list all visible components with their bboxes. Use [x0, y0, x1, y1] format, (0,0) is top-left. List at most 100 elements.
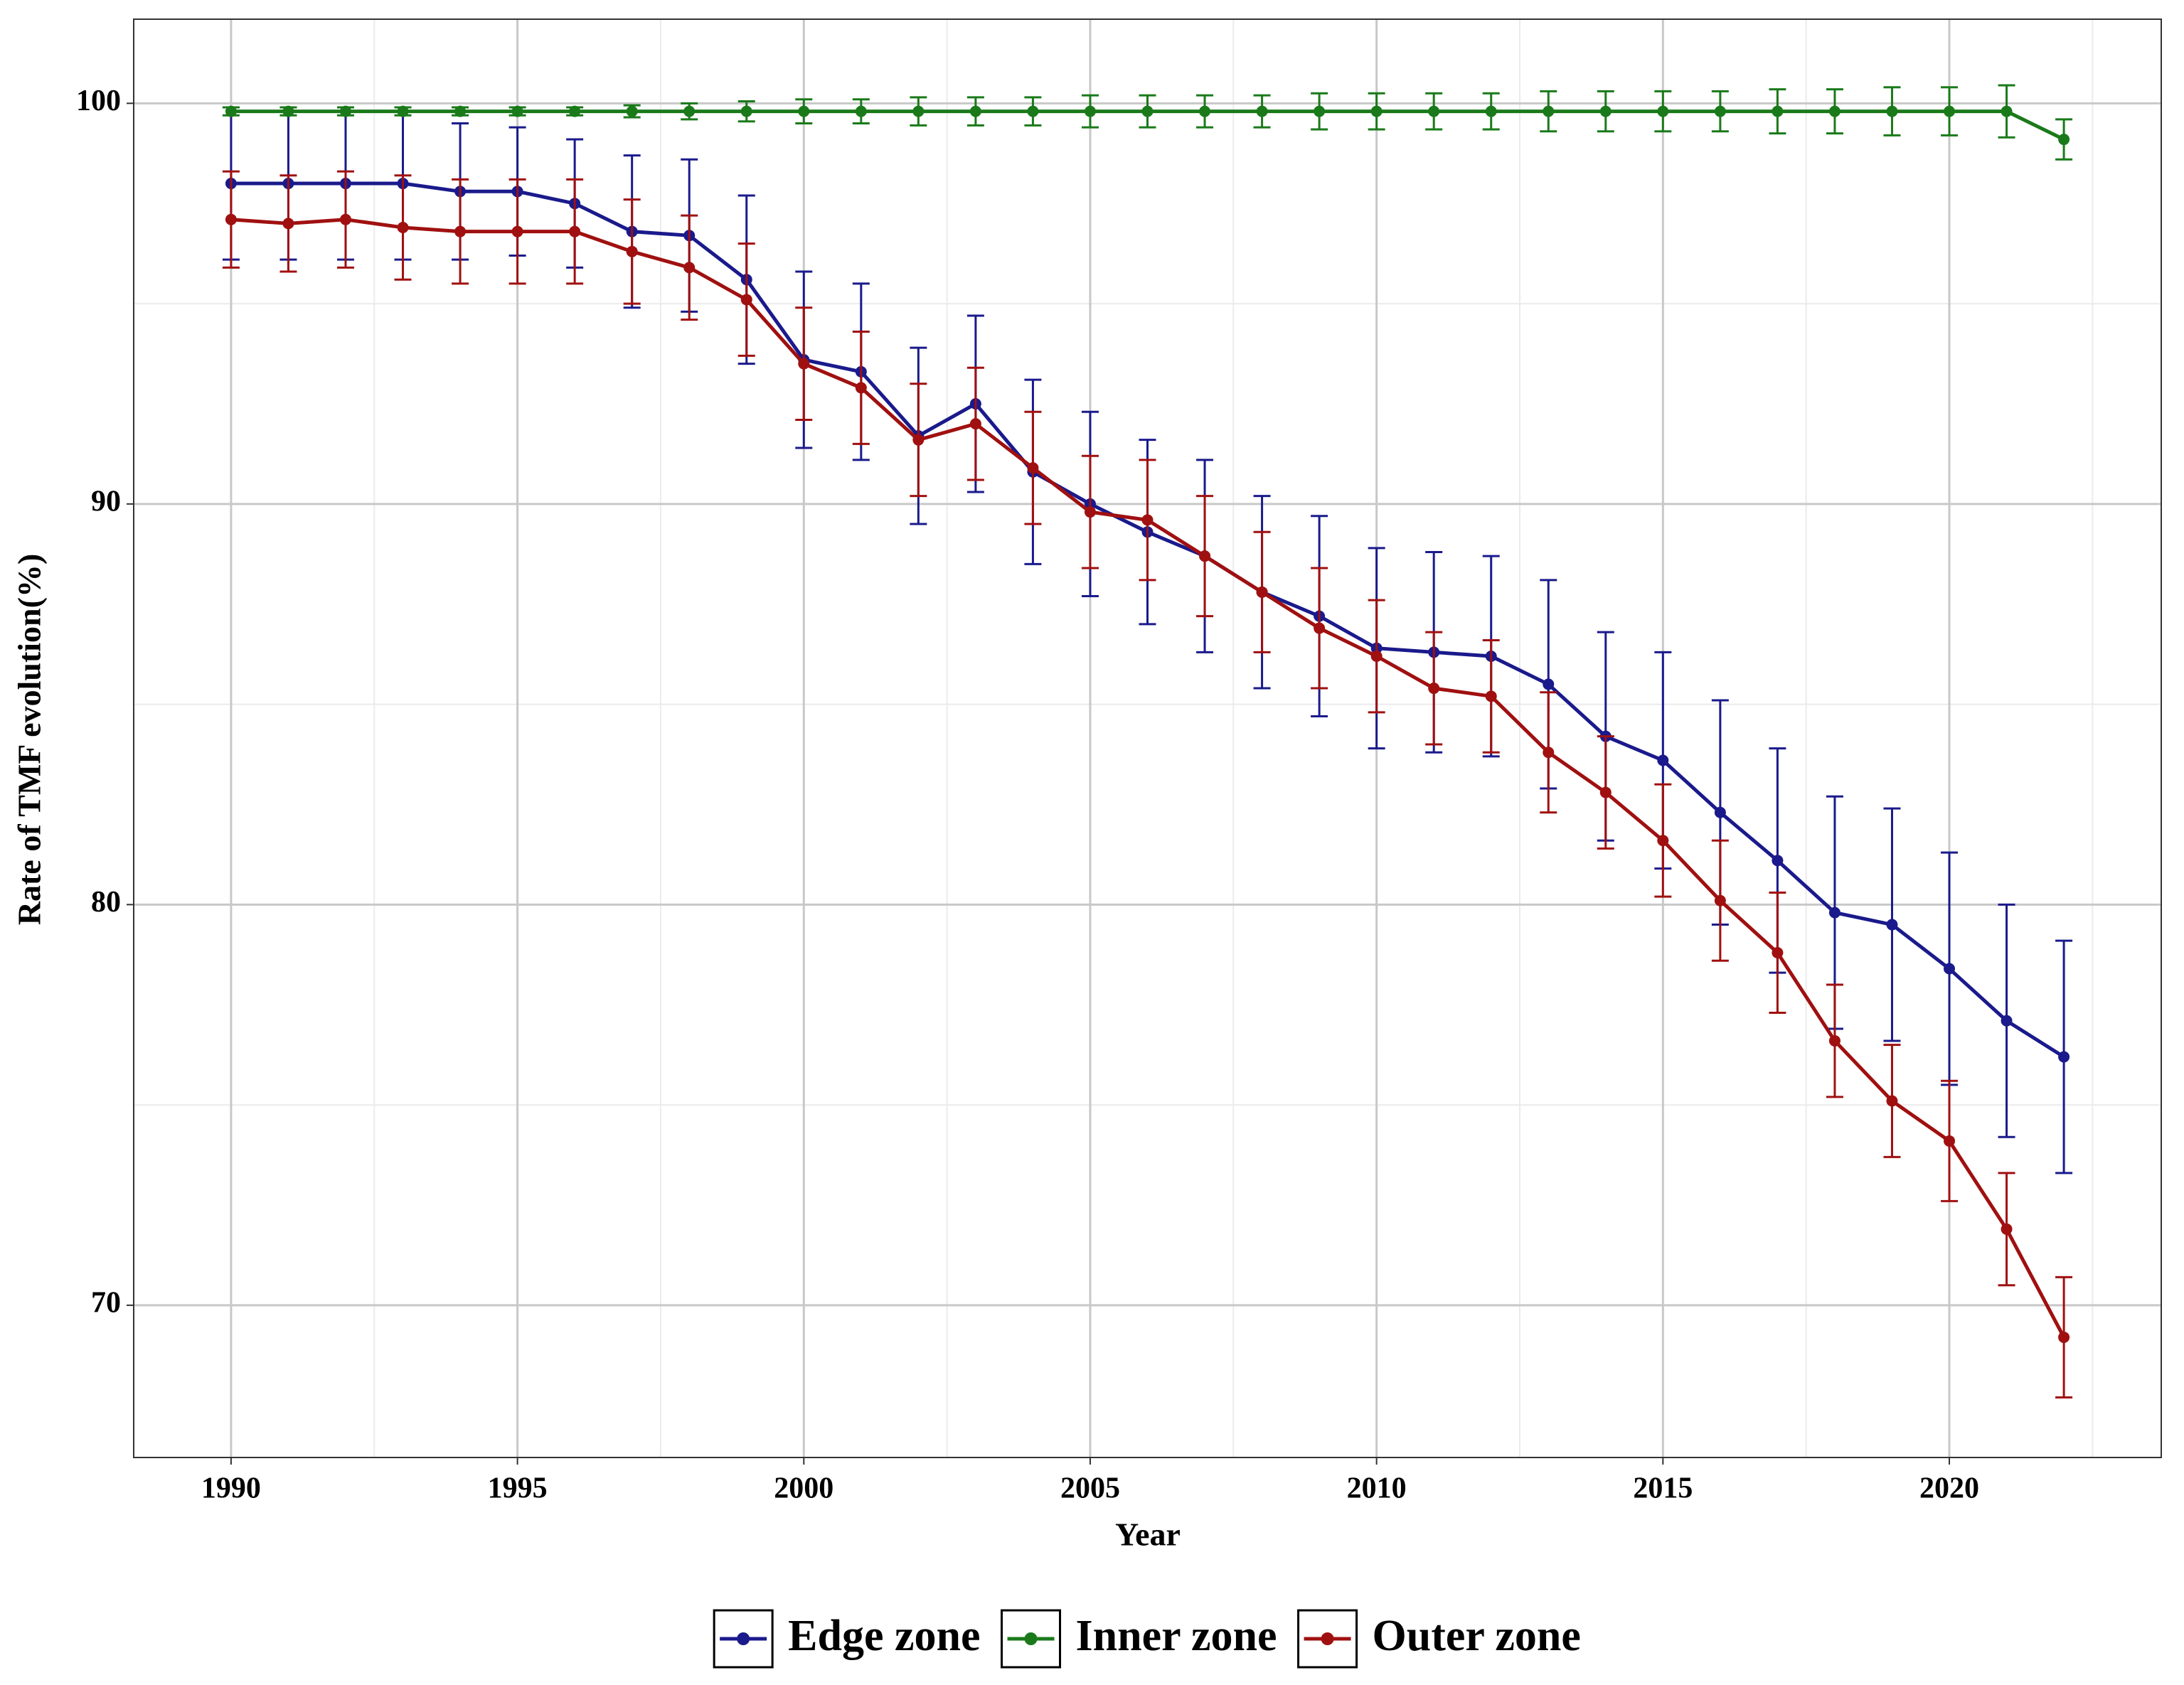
point — [2001, 1223, 2013, 1235]
point — [1370, 650, 1383, 662]
point — [912, 105, 925, 117]
point — [454, 225, 467, 237]
legend-label: Outer zone — [1373, 1612, 1581, 1660]
y-tick-label: 70 — [91, 1287, 121, 1320]
x-tick-label: 2010 — [1347, 1472, 1407, 1505]
point — [740, 105, 752, 117]
point — [1772, 946, 1784, 958]
point — [2058, 134, 2070, 146]
point — [1944, 105, 1956, 117]
x-tick-label: 2020 — [1919, 1472, 1979, 1505]
point — [1944, 1135, 1956, 1147]
point — [683, 105, 696, 117]
point — [798, 358, 810, 370]
point — [1256, 105, 1268, 117]
point — [798, 105, 810, 117]
x-tick-label: 1990 — [201, 1472, 261, 1505]
legend-item: Edge zone — [713, 1609, 981, 1669]
point — [282, 218, 294, 230]
y-tick-label: 90 — [91, 485, 121, 518]
legend-key-point — [737, 1632, 750, 1645]
point — [339, 105, 351, 117]
point — [1256, 586, 1268, 598]
point — [1141, 514, 1154, 526]
point — [1714, 894, 1726, 906]
point — [511, 225, 523, 237]
point — [1428, 683, 1440, 695]
point — [1828, 1034, 1841, 1047]
legend-item: Outer zone — [1297, 1609, 1581, 1669]
legend-key-point — [1321, 1632, 1334, 1645]
point — [1084, 506, 1096, 518]
point — [1027, 105, 1039, 117]
point — [2058, 1051, 2070, 1063]
point — [1543, 105, 1555, 117]
point — [855, 105, 867, 117]
x-axis-title: Year — [1115, 1516, 1181, 1553]
point — [454, 105, 467, 117]
point — [2001, 105, 2013, 117]
point — [912, 434, 925, 446]
point — [855, 382, 867, 394]
point — [1599, 786, 1612, 798]
y-axis-title: Rate of TMF evolution(%) — [11, 554, 48, 926]
x-tick-label: 1995 — [488, 1472, 548, 1505]
point — [569, 225, 581, 237]
point — [740, 294, 752, 306]
point — [397, 222, 409, 234]
point — [225, 213, 237, 225]
point — [1543, 678, 1555, 690]
point — [1886, 105, 1898, 117]
point — [969, 105, 981, 117]
point — [1657, 754, 1669, 766]
point — [1084, 105, 1096, 117]
point — [626, 245, 638, 257]
legend-key-point — [1024, 1632, 1038, 1645]
point — [397, 105, 409, 117]
point — [1199, 550, 1211, 562]
point — [1485, 690, 1497, 702]
point — [1141, 105, 1154, 117]
point — [1428, 105, 1440, 117]
point — [1370, 105, 1383, 117]
point — [1485, 105, 1497, 117]
point — [1714, 105, 1726, 117]
point — [626, 105, 638, 117]
y-tick-label: 80 — [91, 886, 121, 919]
point — [1599, 105, 1612, 117]
point — [511, 105, 523, 117]
y-tick-label: 100 — [76, 85, 121, 117]
plot-background — [134, 19, 2161, 1457]
point — [1314, 622, 1326, 634]
point — [282, 105, 294, 117]
point — [2058, 1331, 2070, 1343]
x-tick-label: 2000 — [774, 1472, 833, 1505]
point — [1714, 806, 1726, 818]
point — [1314, 105, 1326, 117]
point — [2001, 1015, 2013, 1027]
x-tick-label: 2005 — [1060, 1472, 1120, 1505]
legend-item: Inner zone — [1001, 1609, 1277, 1669]
legend-label: Inner zone — [1076, 1612, 1277, 1660]
point — [1199, 105, 1211, 117]
point — [569, 105, 581, 117]
point — [1657, 105, 1669, 117]
point — [1543, 747, 1555, 759]
plot-border — [133, 18, 2162, 1458]
point — [225, 105, 237, 117]
point — [1944, 963, 1956, 975]
point — [1828, 105, 1841, 117]
legend-label: Edge zone — [788, 1612, 980, 1660]
point — [1772, 105, 1784, 117]
x-tick-label: 2015 — [1633, 1472, 1693, 1505]
point — [1886, 919, 1898, 931]
point — [1772, 855, 1784, 867]
point — [339, 213, 351, 225]
point — [1828, 906, 1841, 919]
point — [969, 418, 981, 430]
point — [1886, 1095, 1898, 1107]
point — [1657, 835, 1669, 847]
point — [683, 262, 696, 274]
point — [1027, 462, 1039, 474]
